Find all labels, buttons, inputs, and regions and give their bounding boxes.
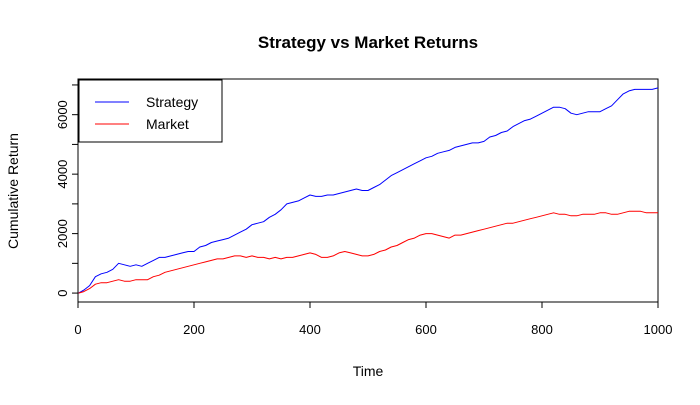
x-tick-label: 1000	[644, 322, 673, 337]
x-axis-label: Time	[353, 363, 384, 379]
series-line-market	[78, 210, 658, 294]
legend-label-market: Market	[146, 116, 189, 132]
legend: Strategy Market	[78, 79, 223, 143]
y-tick-label: 2000	[55, 219, 70, 248]
y-tick-label: 0	[55, 289, 70, 296]
x-tick-label: 800	[531, 322, 553, 337]
y-tick-label: 4000	[55, 160, 70, 189]
x-axis: 0 200 400 600 800 1000	[74, 302, 672, 337]
x-tick-label: 0	[74, 322, 81, 337]
x-tick-label: 200	[183, 322, 205, 337]
x-tick-label: 400	[299, 322, 321, 337]
legend-box	[78, 79, 223, 143]
legend-label-strategy: Strategy	[146, 94, 198, 110]
x-tick-label: 600	[415, 322, 437, 337]
y-axis: 0 2000 4000 6000	[55, 84, 78, 297]
y-axis-label: Cumulative Return	[5, 133, 21, 249]
chart-title: Strategy vs Market Returns	[258, 33, 478, 52]
series-line-strategy	[78, 87, 659, 294]
series-layer	[78, 87, 659, 294]
y-tick-label: 6000	[55, 100, 70, 129]
plot-frame	[77, 78, 659, 303]
